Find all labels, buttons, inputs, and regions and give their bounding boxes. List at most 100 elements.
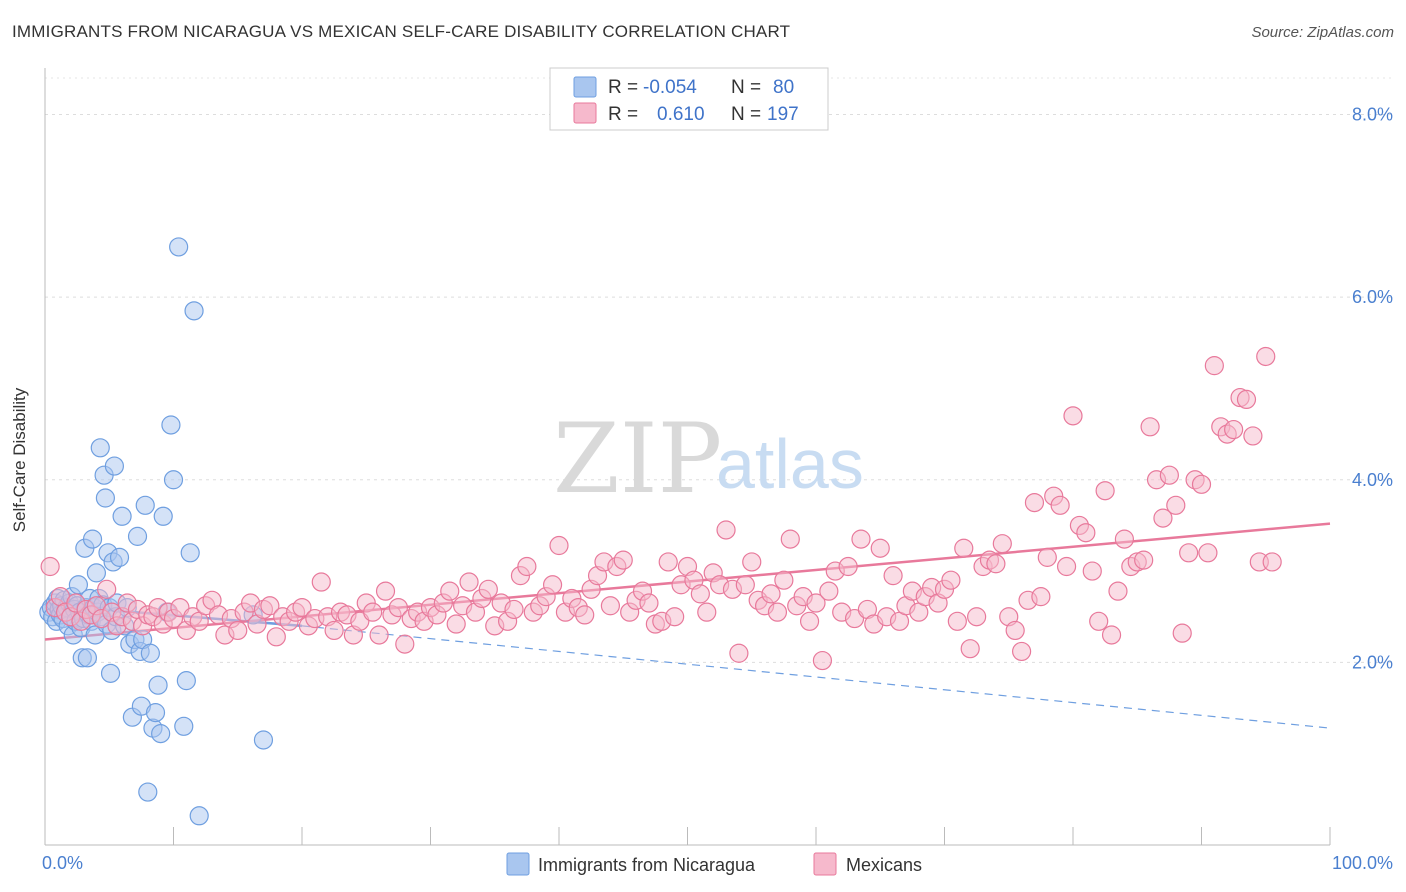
data-point (613, 550, 633, 570)
data-point (504, 599, 524, 620)
tick-labels: 2.0% 4.0% 6.0% 8.0% 0.0% 100.0% (42, 105, 1393, 873)
data-point (109, 547, 130, 567)
data-point (575, 605, 595, 625)
watermark: ZIP atlas (553, 403, 864, 515)
data-point (388, 597, 408, 618)
x-tick-label: 100.0% (1332, 853, 1393, 873)
data-point (986, 554, 1006, 574)
data-point (1236, 389, 1257, 410)
series-mexicans (40, 346, 1282, 671)
data-points (39, 237, 1282, 826)
y-tick-label: 2.0% (1352, 652, 1393, 672)
data-point (1031, 587, 1051, 607)
data-point (77, 648, 98, 668)
data-point (1108, 581, 1128, 601)
data-point (967, 607, 987, 627)
legend-label-nicaragua: Immigrants from Nicaragua (538, 855, 756, 875)
data-point (140, 643, 160, 663)
data-point (97, 579, 117, 599)
data-point (1089, 611, 1109, 631)
stats-r-label-1: R = (608, 77, 638, 98)
data-point (819, 581, 839, 601)
data-point (145, 703, 166, 723)
data-point (446, 614, 466, 634)
data-point (86, 563, 107, 583)
watermark-zip: ZIP (553, 403, 722, 515)
data-point (100, 663, 121, 683)
data-point (941, 570, 961, 590)
data-point (135, 495, 155, 515)
data-point (151, 724, 171, 744)
data-point (806, 593, 826, 613)
data-point (1011, 641, 1032, 662)
data-point (639, 593, 659, 613)
data-point (478, 579, 498, 599)
data-point (1159, 465, 1179, 485)
data-point (440, 581, 460, 601)
data-point (68, 575, 89, 595)
data-point (138, 782, 158, 802)
data-point (1114, 529, 1135, 549)
data-point (174, 716, 194, 736)
data-point (184, 301, 204, 321)
data-point (1256, 346, 1276, 367)
y-tick-label: 6.0% (1352, 287, 1393, 307)
data-point (176, 671, 196, 691)
data-point (292, 597, 312, 618)
data-point (127, 526, 148, 546)
stats-n-label-1: N = (731, 77, 761, 98)
data-point (1204, 356, 1224, 376)
data-point (169, 237, 189, 257)
data-point (161, 415, 181, 435)
data-point (163, 470, 184, 490)
stats-n-value-1: 80 (773, 77, 794, 98)
x-tick-label: 0.0% (42, 853, 83, 873)
data-point (960, 639, 980, 659)
data-point (1024, 492, 1045, 513)
data-point (1224, 419, 1244, 440)
data-point (838, 556, 858, 577)
data-point (148, 675, 168, 695)
data-point (697, 602, 717, 622)
data-point (812, 650, 833, 671)
stats-swatch-mexicans (573, 102, 597, 124)
stats-r-label-2: R = (608, 104, 638, 125)
data-point (1037, 547, 1057, 567)
stats-r-value-1: -0.054 (643, 77, 697, 98)
data-point (82, 529, 103, 549)
data-point (761, 584, 781, 604)
data-point (189, 806, 209, 826)
data-point (992, 534, 1012, 554)
data-point (658, 552, 678, 572)
data-point (1134, 550, 1154, 570)
chart-title: IMMIGRANTS FROM NICARAGUA VS MEXICAN SEL… (12, 22, 791, 41)
data-point (1095, 481, 1115, 501)
data-point (95, 488, 115, 508)
data-point (735, 575, 755, 595)
data-point (716, 520, 736, 540)
data-point (1140, 417, 1160, 437)
data-point (324, 620, 344, 641)
trend-line-extension-nicaragua (301, 625, 1331, 729)
legend-label-mexicans: Mexicans (846, 855, 922, 875)
axes (44, 68, 1331, 846)
data-point (690, 584, 710, 604)
data-point (1063, 406, 1083, 426)
data-point (266, 627, 286, 647)
legend: Immigrants from Nicaragua Mexicans (506, 852, 922, 876)
stats-swatch-nicaragua (573, 76, 597, 98)
data-point (90, 438, 110, 458)
data-point (363, 602, 383, 622)
stats-r-value-2: 0.610 (657, 104, 705, 125)
data-point (780, 529, 800, 549)
data-point (1005, 620, 1025, 641)
data-point (799, 611, 820, 631)
data-point (1082, 561, 1102, 581)
data-point (1076, 523, 1096, 543)
data-point (40, 556, 60, 577)
data-point (1101, 625, 1122, 645)
legend-swatch-mexicans (813, 852, 837, 876)
data-point (228, 620, 248, 641)
data-point (542, 575, 563, 595)
data-point (517, 556, 537, 577)
